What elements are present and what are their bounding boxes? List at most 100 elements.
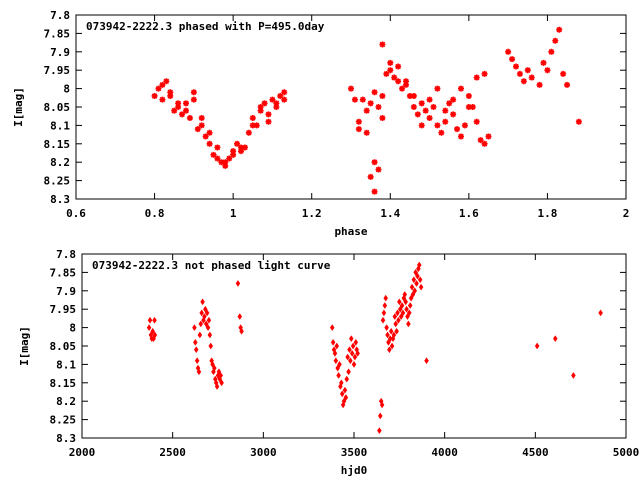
chart2-data-point (424, 357, 429, 365)
chart2-ytick-label: 8.1 (56, 358, 76, 371)
chart2-data-point (382, 302, 388, 309)
chart2-data-point (392, 313, 398, 321)
chart2-data-point (395, 309, 400, 317)
chart1-data-point (422, 107, 429, 114)
chart2-data-point (383, 294, 389, 302)
chart1-data-point (485, 133, 492, 140)
chart1-ytick-label: 8 (63, 83, 70, 96)
chart1-data-point (253, 122, 260, 129)
chart2-data-point (349, 349, 355, 357)
chart1-data-point (410, 92, 417, 99)
chart2-data-point (353, 338, 359, 346)
chart1-data-point (536, 81, 543, 88)
chart1-data-point (214, 144, 221, 151)
chart1-data-point (355, 126, 362, 133)
chart2-data-point (204, 309, 210, 317)
chart1-data-point (375, 104, 382, 110)
chart2-data-point (207, 331, 213, 339)
chart1-data-point (151, 92, 158, 99)
chart1-data-point (371, 188, 378, 195)
chart1-data-point (249, 122, 256, 129)
chart1-data-point (238, 144, 244, 151)
chart2-data-point (348, 357, 353, 365)
chart2-data-point (417, 276, 423, 284)
chart2-data-point (411, 276, 417, 284)
chart2-data-point (202, 313, 207, 321)
chart1-data-point (379, 92, 386, 99)
chart2-data-point (336, 371, 341, 379)
chart1-data-point (363, 129, 370, 136)
chart2-data-point (399, 302, 405, 309)
chart1-ytick-label: 8.3 (50, 193, 70, 206)
chart2-data-point (404, 305, 409, 313)
chart1-data-point (505, 48, 512, 55)
chart2-data-point (334, 342, 340, 350)
chart1-x-axis-label: phase (334, 225, 367, 238)
chart2-data-point (379, 401, 385, 409)
chart1-data-point (564, 81, 571, 88)
chart1-data-point (458, 85, 464, 92)
chart2-data-point (416, 261, 422, 269)
chart2-data-point (218, 371, 224, 379)
chart1-xtick-label: 1.8 (537, 207, 557, 220)
chart2-data-point (152, 331, 158, 339)
chart2-data-point (396, 316, 401, 324)
chart1-data-point (355, 118, 362, 125)
chart2-data-point (385, 331, 390, 339)
chart2-data-point (344, 375, 350, 383)
chart2-data-point (333, 357, 339, 365)
chart2-xtick-label: 4500 (522, 446, 549, 459)
chart1-data-point (516, 70, 523, 77)
chart2-data-point (197, 331, 203, 339)
chart2-xtick-label: 2500 (159, 446, 186, 459)
chart2-data-point (388, 327, 394, 335)
chart2-data-point (342, 386, 348, 394)
chart2-data-point (387, 346, 392, 354)
chart1-plot-frame (75, 14, 627, 200)
chart1-ytick-label: 8.1 (50, 119, 70, 132)
chart2-data-point (402, 291, 408, 298)
chart2-data-point (350, 342, 356, 350)
chart2-data-point (407, 302, 413, 309)
chart1-data-point (524, 67, 531, 74)
chart2-data-point (214, 383, 220, 390)
chart2-data-point (329, 324, 335, 332)
chart2-data-point (339, 379, 344, 387)
chart1-data-point (210, 151, 217, 158)
chart1-data-point (351, 96, 358, 103)
chart1-data-point (167, 92, 174, 99)
chart2-xtick-label: 5000 (613, 446, 640, 459)
chart1-data-point (426, 96, 433, 103)
chart1-ytick-label: 8.15 (44, 138, 71, 151)
chart1-ytick-label: 7.85 (44, 27, 71, 40)
chart1-data-point (399, 85, 406, 92)
chart1-data-point (391, 74, 398, 81)
chart1-ytick-label: 8.2 (50, 156, 70, 169)
chart2-data-point (193, 346, 199, 354)
chart2-data-point (192, 324, 197, 332)
chart2-data-point (330, 338, 336, 346)
chart2-data-point (534, 342, 540, 350)
chart1-data-point (395, 78, 402, 85)
chart1-data-point (214, 155, 221, 162)
chart2-data-point (409, 283, 415, 291)
chart1-data-point (414, 111, 421, 118)
chart1-data-point (403, 78, 409, 85)
chart1-data-point (222, 159, 229, 166)
chart2-data-point (346, 368, 351, 376)
chart1-data-point (528, 74, 535, 81)
chart1-data-point (194, 126, 201, 133)
chart2-data-point (152, 316, 157, 324)
chart2-data-point (384, 324, 389, 332)
chart1-data-point (371, 89, 378, 96)
chart2-data-point (343, 394, 349, 401)
chart1-xtick-label: 1.2 (302, 207, 322, 220)
chart2-data-point (200, 298, 205, 306)
chart1-data-point (175, 104, 182, 110)
chart1-data-point (245, 129, 252, 136)
chart2-data-point (403, 298, 408, 306)
chart1-data-point (234, 140, 241, 147)
chart1-data-point (202, 133, 209, 140)
chart1-data-point (281, 96, 288, 103)
